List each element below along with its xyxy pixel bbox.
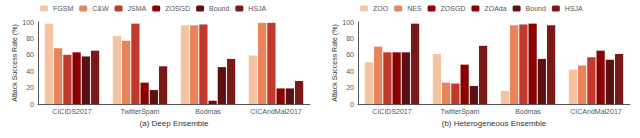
svg-text:ZOSGD: ZOSGD [441, 5, 466, 12]
svg-text:0: 0 [30, 101, 34, 108]
svg-text:60: 60 [26, 51, 34, 58]
svg-text:40: 40 [346, 68, 354, 75]
svg-text:0: 0 [350, 101, 354, 108]
svg-text:C&W: C&W [92, 5, 109, 12]
svg-text:HSJA: HSJA [248, 5, 266, 12]
svg-text:ZOSGD: ZOSGD [165, 5, 190, 12]
svg-text:100: 100 [22, 19, 34, 26]
svg-text:ZOAda: ZOAda [484, 5, 506, 12]
svg-text:(a) Deep Ensemble: (a) Deep Ensemble [140, 119, 209, 128]
svg-text:NES: NES [407, 5, 422, 12]
svg-text:Attack Success Rate (%): Attack Success Rate (%) [11, 24, 19, 101]
svg-text:Attack Success Rate (%): Attack Success Rate (%) [331, 24, 339, 101]
svg-text:Bound: Bound [526, 5, 546, 12]
svg-text:20: 20 [346, 84, 354, 91]
svg-text:JSMA: JSMA [128, 5, 147, 12]
svg-text:CICAndMal2017: CICAndMal2017 [250, 108, 301, 115]
svg-text:TwitterSpam: TwitterSpam [121, 108, 160, 116]
svg-text:Bound: Bound [209, 5, 229, 12]
svg-text:FGSM: FGSM [53, 5, 73, 12]
svg-text:Bodmas: Bodmas [515, 108, 541, 115]
svg-text:80: 80 [26, 35, 34, 42]
svg-text:40: 40 [26, 68, 34, 75]
svg-text:(b) Heterogeneous Ensemble: (b) Heterogeneous Ensemble [442, 119, 547, 128]
svg-text:ZOO: ZOO [373, 5, 389, 12]
svg-text:20: 20 [26, 84, 34, 91]
svg-text:Bodmas: Bodmas [195, 108, 221, 115]
svg-text:HSJA: HSJA [565, 5, 583, 12]
svg-text:60: 60 [346, 51, 354, 58]
svg-text:TwitterSpam: TwitterSpam [441, 108, 480, 116]
svg-text:80: 80 [346, 35, 354, 42]
svg-text:CICIDS2017: CICIDS2017 [372, 108, 411, 115]
svg-text:CICAndMal2017: CICAndMal2017 [570, 108, 621, 115]
svg-text:CICIDS2017: CICIDS2017 [52, 108, 91, 115]
svg-text:100: 100 [342, 19, 354, 26]
